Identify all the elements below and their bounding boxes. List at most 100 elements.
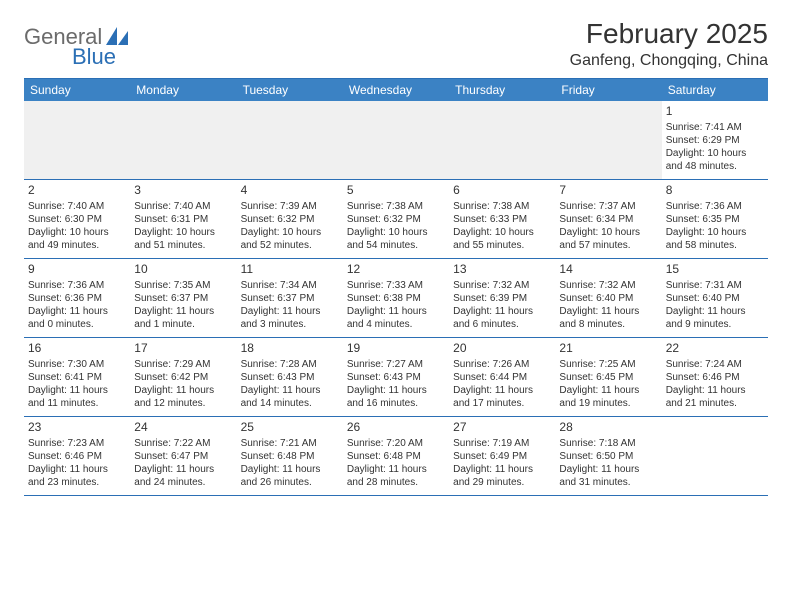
sunset-label: Sunset: 6:38 PM bbox=[347, 292, 445, 305]
week-row: 16Sunrise: 7:30 AMSunset: 6:41 PMDayligh… bbox=[24, 338, 768, 417]
daylight-label: Daylight: 10 hours and 58 minutes. bbox=[666, 226, 764, 252]
sunset-label: Sunset: 6:43 PM bbox=[241, 371, 339, 384]
sunset-label: Sunset: 6:32 PM bbox=[241, 213, 339, 226]
sunset-label: Sunset: 6:36 PM bbox=[28, 292, 126, 305]
day-number: 17 bbox=[134, 341, 232, 357]
calendar-cell: 16Sunrise: 7:30 AMSunset: 6:41 PMDayligh… bbox=[24, 338, 130, 416]
calendar-cell: 4Sunrise: 7:39 AMSunset: 6:32 PMDaylight… bbox=[237, 180, 343, 258]
location-label: Ganfeng, Chongqing, China bbox=[570, 52, 768, 70]
header: General February 2025 Ganfeng, Chongqing… bbox=[24, 18, 768, 70]
daylight-label: Daylight: 11 hours and 3 minutes. bbox=[241, 305, 339, 331]
week-row: 23Sunrise: 7:23 AMSunset: 6:46 PMDayligh… bbox=[24, 417, 768, 496]
sunrise-label: Sunrise: 7:41 AM bbox=[666, 121, 764, 134]
sunrise-label: Sunrise: 7:31 AM bbox=[666, 279, 764, 292]
calendar-cell: 14Sunrise: 7:32 AMSunset: 6:40 PMDayligh… bbox=[555, 259, 661, 337]
daylight-label: Daylight: 11 hours and 14 minutes. bbox=[241, 384, 339, 410]
daylight-label: Daylight: 11 hours and 4 minutes. bbox=[347, 305, 445, 331]
daylight-label: Daylight: 11 hours and 24 minutes. bbox=[134, 463, 232, 489]
daylight-label: Daylight: 11 hours and 1 minute. bbox=[134, 305, 232, 331]
sunrise-label: Sunrise: 7:27 AM bbox=[347, 358, 445, 371]
sunrise-label: Sunrise: 7:22 AM bbox=[134, 437, 232, 450]
day-number: 15 bbox=[666, 262, 764, 278]
calendar: SundayMondayTuesdayWednesdayThursdayFrid… bbox=[24, 78, 768, 496]
sunrise-label: Sunrise: 7:18 AM bbox=[559, 437, 657, 450]
day-header-cell: Monday bbox=[130, 79, 236, 101]
sunrise-label: Sunrise: 7:21 AM bbox=[241, 437, 339, 450]
calendar-cell: 20Sunrise: 7:26 AMSunset: 6:44 PMDayligh… bbox=[449, 338, 555, 416]
daylight-label: Daylight: 11 hours and 9 minutes. bbox=[666, 305, 764, 331]
sunset-label: Sunset: 6:30 PM bbox=[28, 213, 126, 226]
calendar-cell: 8Sunrise: 7:36 AMSunset: 6:35 PMDaylight… bbox=[662, 180, 768, 258]
calendar-cell: 17Sunrise: 7:29 AMSunset: 6:42 PMDayligh… bbox=[130, 338, 236, 416]
logo-blue-text: Blue bbox=[24, 44, 116, 70]
daylight-label: Daylight: 10 hours and 57 minutes. bbox=[559, 226, 657, 252]
sunset-label: Sunset: 6:48 PM bbox=[241, 450, 339, 463]
sunset-label: Sunset: 6:44 PM bbox=[453, 371, 551, 384]
sunset-label: Sunset: 6:43 PM bbox=[347, 371, 445, 384]
day-number: 20 bbox=[453, 341, 551, 357]
calendar-cell: 27Sunrise: 7:19 AMSunset: 6:49 PMDayligh… bbox=[449, 417, 555, 495]
calendar-cell bbox=[662, 417, 768, 495]
calendar-cell: 22Sunrise: 7:24 AMSunset: 6:46 PMDayligh… bbox=[662, 338, 768, 416]
calendar-cell: 19Sunrise: 7:27 AMSunset: 6:43 PMDayligh… bbox=[343, 338, 449, 416]
daylight-label: Daylight: 10 hours and 52 minutes. bbox=[241, 226, 339, 252]
page-title: February 2025 bbox=[570, 18, 768, 50]
daylight-label: Daylight: 10 hours and 48 minutes. bbox=[666, 147, 764, 173]
sunrise-label: Sunrise: 7:35 AM bbox=[134, 279, 232, 292]
sunset-label: Sunset: 6:41 PM bbox=[28, 371, 126, 384]
logo-text-blue: Blue bbox=[72, 44, 116, 69]
calendar-cell: 25Sunrise: 7:21 AMSunset: 6:48 PMDayligh… bbox=[237, 417, 343, 495]
day-header-cell: Friday bbox=[555, 79, 661, 101]
sunset-label: Sunset: 6:32 PM bbox=[347, 213, 445, 226]
day-number: 10 bbox=[134, 262, 232, 278]
sunset-label: Sunset: 6:45 PM bbox=[559, 371, 657, 384]
daylight-label: Daylight: 11 hours and 0 minutes. bbox=[28, 305, 126, 331]
sunset-label: Sunset: 6:42 PM bbox=[134, 371, 232, 384]
sunrise-label: Sunrise: 7:29 AM bbox=[134, 358, 232, 371]
calendar-cell: 10Sunrise: 7:35 AMSunset: 6:37 PMDayligh… bbox=[130, 259, 236, 337]
calendar-cell bbox=[237, 101, 343, 179]
calendar-cell: 24Sunrise: 7:22 AMSunset: 6:47 PMDayligh… bbox=[130, 417, 236, 495]
calendar-cell: 11Sunrise: 7:34 AMSunset: 6:37 PMDayligh… bbox=[237, 259, 343, 337]
calendar-cell: 1Sunrise: 7:41 AMSunset: 6:29 PMDaylight… bbox=[662, 101, 768, 179]
sunrise-label: Sunrise: 7:39 AM bbox=[241, 200, 339, 213]
sunset-label: Sunset: 6:29 PM bbox=[666, 134, 764, 147]
sunrise-label: Sunrise: 7:36 AM bbox=[28, 279, 126, 292]
day-number: 19 bbox=[347, 341, 445, 357]
day-number: 5 bbox=[347, 183, 445, 199]
day-number: 4 bbox=[241, 183, 339, 199]
day-header-row: SundayMondayTuesdayWednesdayThursdayFrid… bbox=[24, 79, 768, 101]
sunrise-label: Sunrise: 7:36 AM bbox=[666, 200, 764, 213]
daylight-label: Daylight: 11 hours and 6 minutes. bbox=[453, 305, 551, 331]
sunrise-label: Sunrise: 7:40 AM bbox=[28, 200, 126, 213]
calendar-cell bbox=[130, 101, 236, 179]
daylight-label: Daylight: 11 hours and 12 minutes. bbox=[134, 384, 232, 410]
sunset-label: Sunset: 6:37 PM bbox=[134, 292, 232, 305]
sunset-label: Sunset: 6:31 PM bbox=[134, 213, 232, 226]
day-number: 2 bbox=[28, 183, 126, 199]
sunrise-label: Sunrise: 7:23 AM bbox=[28, 437, 126, 450]
calendar-cell: 7Sunrise: 7:37 AMSunset: 6:34 PMDaylight… bbox=[555, 180, 661, 258]
daylight-label: Daylight: 10 hours and 49 minutes. bbox=[28, 226, 126, 252]
daylight-label: Daylight: 11 hours and 11 minutes. bbox=[28, 384, 126, 410]
calendar-cell: 6Sunrise: 7:38 AMSunset: 6:33 PMDaylight… bbox=[449, 180, 555, 258]
calendar-cell: 26Sunrise: 7:20 AMSunset: 6:48 PMDayligh… bbox=[343, 417, 449, 495]
sunset-label: Sunset: 6:40 PM bbox=[666, 292, 764, 305]
day-number: 9 bbox=[28, 262, 126, 278]
sunset-label: Sunset: 6:33 PM bbox=[453, 213, 551, 226]
sunset-label: Sunset: 6:50 PM bbox=[559, 450, 657, 463]
sunrise-label: Sunrise: 7:34 AM bbox=[241, 279, 339, 292]
calendar-cell bbox=[343, 101, 449, 179]
daylight-label: Daylight: 10 hours and 51 minutes. bbox=[134, 226, 232, 252]
sunrise-label: Sunrise: 7:40 AM bbox=[134, 200, 232, 213]
sunset-label: Sunset: 6:39 PM bbox=[453, 292, 551, 305]
day-number: 27 bbox=[453, 420, 551, 436]
daylight-label: Daylight: 11 hours and 19 minutes. bbox=[559, 384, 657, 410]
daylight-label: Daylight: 11 hours and 23 minutes. bbox=[28, 463, 126, 489]
calendar-cell: 3Sunrise: 7:40 AMSunset: 6:31 PMDaylight… bbox=[130, 180, 236, 258]
sunrise-label: Sunrise: 7:38 AM bbox=[453, 200, 551, 213]
day-header-cell: Wednesday bbox=[343, 79, 449, 101]
daylight-label: Daylight: 11 hours and 17 minutes. bbox=[453, 384, 551, 410]
day-number: 11 bbox=[241, 262, 339, 278]
sunset-label: Sunset: 6:46 PM bbox=[666, 371, 764, 384]
